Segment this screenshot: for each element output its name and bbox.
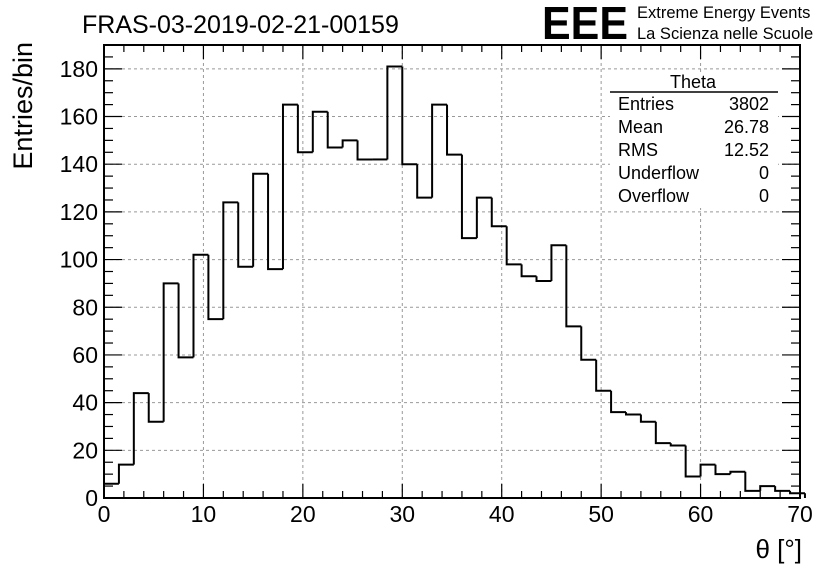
logo-line-2: La Scienza nelle Scuole <box>637 25 813 43</box>
axis-ticks <box>103 44 801 499</box>
stats-label: RMS <box>618 140 658 160</box>
eee-logo-mark: EEE <box>542 0 628 49</box>
histogram-bin <box>252 172 269 267</box>
stats-label: Entries <box>618 94 674 114</box>
histogram-bin <box>520 264 537 278</box>
histogram-bin <box>237 202 254 268</box>
histogram-bin <box>267 173 283 271</box>
histogram-bars <box>103 65 806 498</box>
y-tick-labels: 0 20 40 60 80 100 120 140 160 180 <box>60 56 98 511</box>
histogram-bin <box>535 276 552 283</box>
stats-value: 0 <box>759 163 769 183</box>
x-tick-label: 60 <box>688 501 714 527</box>
x-tick-labels: 0 10 20 30 40 50 60 70 <box>98 501 813 527</box>
x-axis-label: θ [°] <box>755 534 802 564</box>
histogram-bin <box>610 390 626 414</box>
histogram-bin <box>714 464 731 476</box>
histogram-bin <box>431 103 448 198</box>
histogram-bin <box>446 104 462 156</box>
histogram-bin <box>475 196 492 239</box>
logo-line-1: Extreme Energy Events <box>637 4 810 22</box>
histogram-bin <box>132 392 149 465</box>
histogram-bin <box>759 485 776 491</box>
y-tick-label: 20 <box>72 437 98 463</box>
x-tick-label: 70 <box>787 501 813 527</box>
histogram-bin <box>565 245 582 328</box>
histogram-bin <box>401 66 418 166</box>
histogram-bin <box>744 471 761 492</box>
y-tick-label: 140 <box>60 151 98 177</box>
stats-value: 26.78 <box>724 117 769 137</box>
stats-value: 12.52 <box>724 140 769 160</box>
stats-value: 0 <box>759 186 769 206</box>
histogram-bin <box>669 443 686 447</box>
stats-label: Mean <box>618 117 663 137</box>
histogram-bin <box>341 139 358 148</box>
y-tick-label: 120 <box>60 199 98 225</box>
histogram-bin <box>281 103 298 270</box>
grid-lines <box>104 45 800 498</box>
x-tick-label: 50 <box>588 501 614 527</box>
stats-rows: Entries 3802 Mean 26.78 RMS 12.52 Underflow 0 Ov… <box>618 94 769 206</box>
histogram-bin <box>729 470 746 475</box>
y-tick-label: 180 <box>60 56 98 82</box>
y-tick-label: 0 <box>85 485 98 511</box>
histogram-bin <box>416 164 433 199</box>
histogram-bin <box>789 490 805 495</box>
histogram-bin <box>177 283 194 359</box>
histogram-bin <box>162 282 179 422</box>
histogram-bin <box>684 445 701 478</box>
histogram-bin <box>326 111 343 149</box>
chart-title: FRAS-03-2019-02-21-00159 <box>82 11 399 39</box>
histogram-bin <box>654 421 671 445</box>
y-tick-label: 160 <box>60 104 98 130</box>
stats-label: Underflow <box>618 163 700 183</box>
histogram-bin <box>311 110 328 153</box>
y-axis-label: Entries/bin <box>8 42 38 170</box>
histogram-bin <box>595 359 612 392</box>
plot-frame <box>103 44 801 499</box>
eee-logo: EEE Extreme Energy Events La Scienza nel… <box>542 0 813 49</box>
histogram-bin <box>774 486 791 492</box>
y-tick-label: 40 <box>72 390 98 416</box>
x-tick-label: 10 <box>191 501 217 527</box>
histogram-bin <box>490 197 507 228</box>
histogram-bin <box>625 412 641 416</box>
y-tick-label: 80 <box>72 294 98 320</box>
histogram-bin <box>699 463 716 477</box>
y-tick-label: 100 <box>60 247 98 273</box>
x-tick-label: 30 <box>389 501 415 527</box>
x-tick-label: 20 <box>290 501 316 527</box>
x-tick-label: 40 <box>489 501 515 527</box>
stats-box-title: Theta <box>670 72 717 92</box>
histogram-bin <box>639 414 656 423</box>
stats-label: Overflow <box>618 186 690 206</box>
histogram-bin <box>117 463 134 484</box>
histogram-bin <box>147 393 164 423</box>
y-tick-label: 60 <box>72 342 98 368</box>
histogram-bin <box>207 254 224 321</box>
histogram-bin <box>386 65 403 160</box>
x-tick-label: 0 <box>98 501 111 527</box>
histogram-bin <box>222 201 239 320</box>
histogram-bin <box>505 226 522 266</box>
stats-box: Theta Entries 3802 Mean 26.78 RMS 12.52 Underf… <box>610 72 778 208</box>
histogram-bin <box>296 104 313 154</box>
histogram-bin <box>550 244 567 282</box>
histogram-bin <box>460 154 477 240</box>
stats-value: 3802 <box>729 94 769 114</box>
histogram-bin <box>580 326 597 361</box>
histogram-bin <box>356 140 373 161</box>
histogram-bin <box>192 253 209 358</box>
